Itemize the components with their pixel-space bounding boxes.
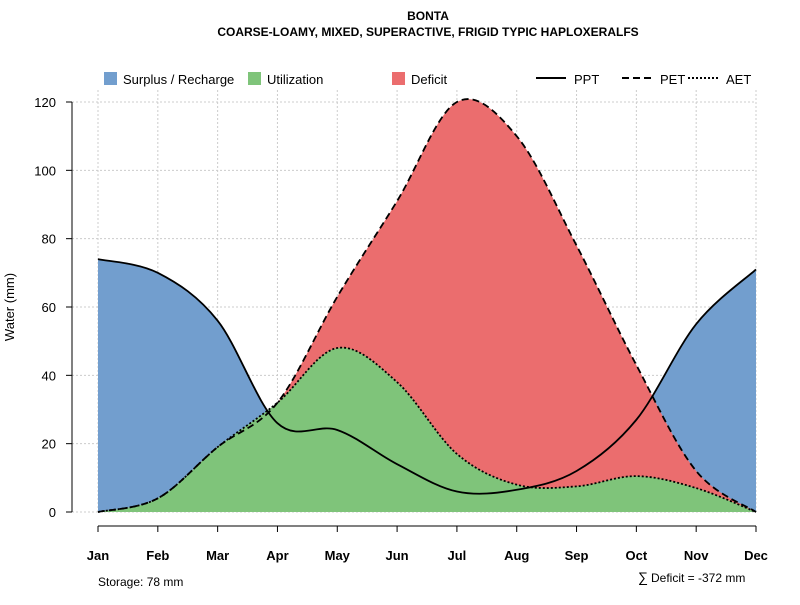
legend-label: PPT [574, 72, 599, 87]
legend: Surplus / Recharge Utilization Deficit PPT P… [104, 72, 751, 87]
series-line-ppt [97, 258, 757, 495]
y-tick-label: 60 [42, 300, 56, 315]
deficit-annotation: Deficit = -372 mm [651, 571, 745, 585]
legend-label: Utilization [267, 72, 323, 87]
sum-symbol: ∑ [638, 569, 648, 585]
y-tick-label: 80 [42, 232, 56, 247]
y-axis-label: Water (mm) [2, 273, 17, 341]
x-tick-label: Apr [266, 548, 288, 563]
storage-annotation: Storage: 78 mm [98, 575, 183, 589]
x-tick-label: Mar [206, 548, 229, 563]
axes: 0 20 40 60 80 100 120 Jan Feb Mar Apr May Jun Jul Aug S… [34, 95, 768, 563]
legend-swatch [392, 72, 405, 85]
x-tick-label: Feb [146, 548, 169, 563]
x-tick-label: Jul [448, 548, 467, 563]
series-line-aet [97, 346, 757, 513]
y-tick-label: 20 [42, 437, 56, 452]
y-tick-label: 120 [34, 95, 56, 110]
legend-label: Deficit [411, 72, 448, 87]
legend-label: Surplus / Recharge [123, 72, 234, 87]
utilization-area [98, 347, 756, 512]
x-tick-label: Aug [504, 548, 529, 563]
legend-swatch [248, 72, 261, 85]
y-tick-label: 40 [42, 368, 56, 383]
x-tick-label: Oct [626, 548, 648, 563]
legend-label: AET [726, 72, 751, 87]
y-tick-label: 100 [34, 163, 56, 178]
y-tick-label: 0 [49, 505, 56, 520]
x-tick-label: Jun [386, 548, 409, 563]
x-tick-label: Sep [565, 548, 589, 563]
series-line-pet [97, 98, 757, 513]
x-tick-label: Nov [684, 548, 709, 563]
x-tick-label: May [325, 548, 351, 563]
areas [98, 99, 756, 512]
chart-subtitle: COARSE-LOAMY, MIXED, SUPERACTIVE, FRIGID… [217, 25, 638, 39]
chart-title: BONTA [407, 9, 449, 23]
x-tick-label: Jan [87, 548, 109, 563]
legend-swatch [104, 72, 117, 85]
legend-label: PET [660, 72, 685, 87]
x-tick-label: Dec [744, 548, 768, 563]
deficit-area [98, 99, 756, 512]
lines [97, 98, 757, 513]
